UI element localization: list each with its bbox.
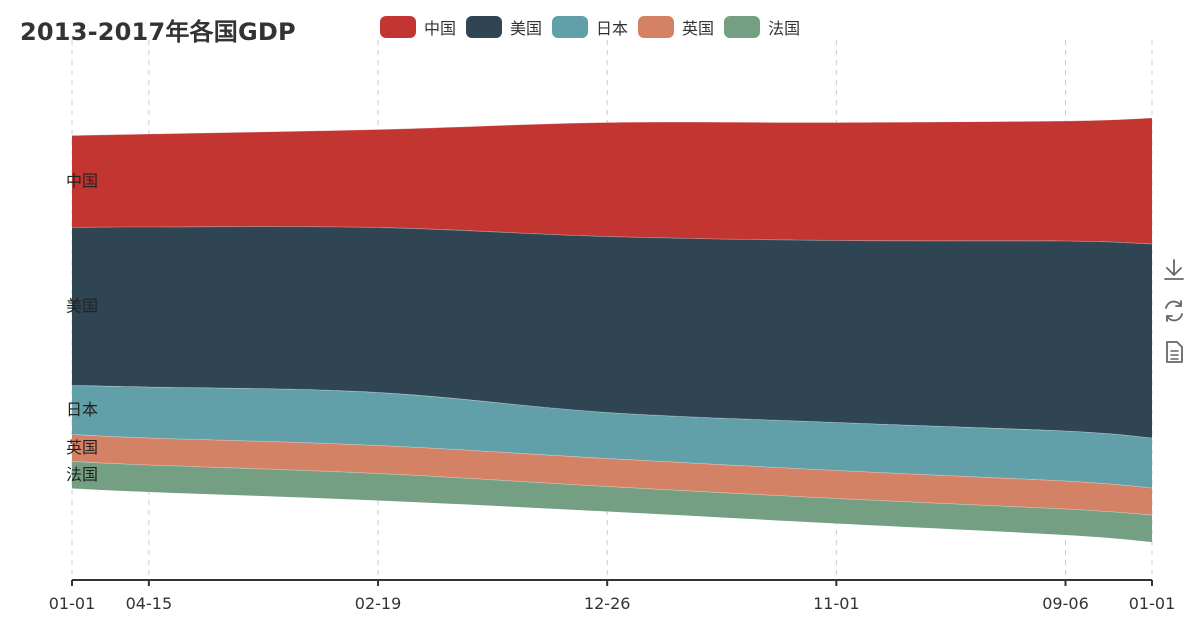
toolbox [1159, 255, 1189, 367]
legend-swatch-usa [466, 16, 503, 38]
area-series-4[interactable] [72, 461, 1152, 543]
area-series-top-edge-0 [71, 117, 1153, 136]
legend: 中国 美国 日本 英国 法国 [380, 15, 800, 39]
legend-swatch-uk [638, 16, 675, 38]
legend-item-usa[interactable]: 美国 [466, 15, 542, 39]
x-axis-tick-label-5: 09-06 [1042, 594, 1089, 613]
x-axis: 01-01 04-15 02-19 12-26 11-01 09-06 01-01 [49, 579, 1176, 613]
legend-item-japan[interactable]: 日本 [552, 15, 628, 39]
series-label-0: 中国 [66, 172, 98, 191]
series-label-1: 美国 [66, 297, 98, 316]
area-series-top-edge-2 [71, 385, 1153, 439]
legend-item-china[interactable]: 中国 [380, 15, 456, 39]
x-axis-tick-label-4: 11-01 [813, 594, 860, 613]
legend-swatch-france [724, 16, 761, 38]
legend-item-france[interactable]: 法国 [724, 15, 800, 39]
area-series-top-edge-1 [71, 226, 1153, 245]
area-series-top-edge-4 [71, 461, 1153, 516]
chart-title: 2013-2017年各国GDP [20, 18, 296, 46]
legend-item-uk[interactable]: 英国 [638, 15, 714, 39]
area-series-0[interactable] [72, 118, 1152, 244]
x-axis-tick-label-2: 02-19 [355, 594, 402, 613]
area-series-top-edge-3 [71, 434, 1153, 489]
document-icon [1166, 341, 1183, 363]
legend-label-usa: 美国 [510, 19, 543, 38]
refresh-icon [1165, 300, 1183, 322]
area-series-1[interactable] [72, 226, 1152, 438]
legend-swatch-china [380, 16, 416, 38]
x-axis-tick-label-0: 01-01 [49, 594, 96, 613]
legend-swatch-japan [552, 16, 589, 38]
series-label-3: 英国 [66, 438, 98, 457]
legend-label-japan: 日本 [596, 19, 629, 38]
area-layer [71, 117, 1153, 543]
legend-label-china: 中国 [424, 19, 457, 38]
area-series-2[interactable] [72, 385, 1152, 489]
download-button[interactable] [1159, 255, 1189, 285]
series-label-4: 法国 [66, 465, 98, 484]
data-view-button[interactable] [1159, 337, 1189, 367]
x-axis-tick-label-3: 12-26 [584, 594, 631, 613]
legend-label-uk: 英国 [682, 19, 715, 38]
series-label-2: 日本 [66, 400, 98, 419]
area-series-3[interactable] [72, 434, 1152, 516]
x-axis-tick-label-1: 04-15 [126, 594, 173, 613]
legend-label-france: 法国 [768, 19, 801, 38]
download-icon [1164, 259, 1184, 280]
refresh-button[interactable] [1159, 296, 1189, 326]
x-axis-tick-label-6: 01-01 [1129, 594, 1176, 613]
